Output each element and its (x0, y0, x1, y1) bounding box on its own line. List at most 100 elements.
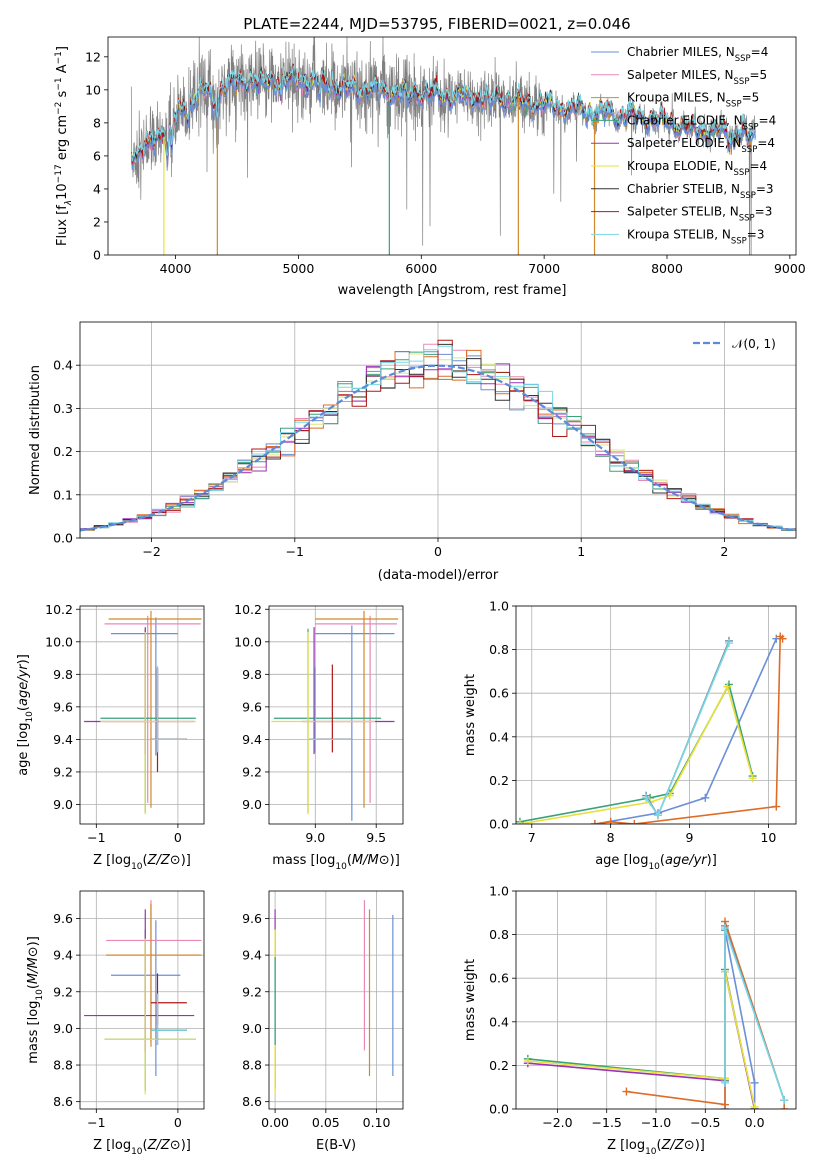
y-tick-label: 9.0 (242, 1021, 262, 1036)
x-axis-label: E(B-V) (316, 1138, 356, 1153)
y-tick-label: 8.6 (242, 1094, 262, 1109)
x-tick-label: 9000 (774, 261, 806, 276)
x-tick-label: 0 (174, 830, 182, 845)
y-tick-label: 8.6 (53, 1094, 73, 1109)
series-line-0 (594, 638, 778, 824)
plot-area (523, 917, 789, 1109)
y-tick-label: 9.8 (53, 667, 73, 682)
plot-area (130, 37, 756, 255)
y-tick-label: 9.6 (53, 911, 73, 926)
y-tick-label: 9.6 (53, 699, 73, 714)
legend-label: 𝒩(0, 1) (732, 337, 776, 351)
y-tick-label: 0.0 (53, 531, 73, 546)
y-tick-label: 10.2 (234, 602, 262, 617)
x-tick-label: 9.5 (366, 830, 386, 845)
figure-title: PLATE=2244, MJD=53795, FIBERID=0021, z=0… (243, 15, 630, 33)
y-tick-label: 10.0 (45, 634, 73, 649)
x-tick-label: −1.0 (641, 1115, 671, 1130)
plot-area (84, 900, 202, 1095)
x-tick-label: 7 (528, 830, 536, 845)
y-tick-label: 9.0 (242, 797, 262, 812)
panel-residuals: −2 −1 0 1 2 0.0 0.1 0.2 0.3 0.4 (data-model)/error… (28, 321, 797, 583)
x-tick-label: 7000 (528, 261, 560, 276)
y-tick-label: 4 (93, 181, 101, 196)
y-tick-label: 0.8 (489, 642, 509, 657)
axes-frame (515, 605, 797, 825)
panel-mass-weight-vs-age: 7 8 9 10 0.0 0.2 0.4 0.6 0.8 1.0 age [log10(age/yr… (463, 599, 797, 872)
axes-frame (515, 890, 797, 1110)
y-tick-label: 0.8 (489, 927, 509, 942)
x-tick-label: −1 (87, 1115, 105, 1130)
x-tick-label: 0.05 (312, 1115, 340, 1130)
plot-area (274, 900, 394, 1095)
y-axis-label: Flux [fλ10−17 erg cm−2 s−1 A−1] (54, 46, 74, 246)
y-tick-label: 0.2 (53, 444, 73, 459)
axes-frame (79, 321, 797, 539)
y-tick-label: 0.2 (489, 1058, 509, 1073)
y-tick-label: 9.4 (53, 948, 73, 963)
series-line-3 (519, 684, 754, 824)
y-tick-label: 6 (93, 148, 101, 163)
plot-area (80, 339, 796, 538)
x-axis-label: age [log10(age/yr)] (595, 853, 717, 872)
legend: Chabrier MILES, NSSP=4 Salpeter MILES, NS… (591, 45, 776, 246)
y-tick-label: 0.6 (489, 686, 509, 701)
y-tick-label: 9.2 (53, 764, 73, 779)
y-tick-label: 9.4 (242, 732, 262, 747)
axes-frame (79, 605, 205, 825)
series-line-4 (527, 971, 756, 1107)
x-tick-label: −2 (142, 544, 160, 559)
x-axis-label: mass [log10(M/M⊙)] (272, 853, 400, 872)
legend-label: Chabrier ELODIE, NSSP=4 (627, 113, 776, 132)
y-tick-label: 12 (85, 49, 101, 64)
y-tick-label: 9.6 (242, 911, 262, 926)
legend-label: Chabrier STELIB, NSSP=3 (627, 182, 774, 201)
y-tick-label: 0.4 (489, 1014, 509, 1029)
x-axis-label: Z [log10(Z/Z⊙)] (93, 1138, 191, 1157)
plot-area (516, 632, 787, 824)
x-axis-label: wavelength [Angstrom, rest frame] (338, 283, 567, 298)
x-tick-label: −1.5 (592, 1115, 622, 1130)
panel-mass-vs-ebv: 0.00 0.05 0.10 8.6 8.8 9.0 9.2 9.4 9.6 E(B-V) (242, 890, 404, 1153)
x-tick-label: 2 (720, 544, 728, 559)
x-tick-label: 8000 (651, 261, 683, 276)
x-tick-label: 0.0 (745, 1115, 765, 1130)
legend-label: Kroupa MILES, NSSP=5 (627, 91, 759, 110)
x-tick-label: 5000 (283, 261, 315, 276)
legend-label: Salpeter STELIB, NSSP=3 (627, 205, 772, 224)
histogram-8 (80, 345, 796, 538)
axes-frame (268, 605, 404, 825)
y-tick-label: 10.2 (45, 602, 73, 617)
y-tick-label: 9.2 (242, 984, 262, 999)
x-tick-label: 0.10 (363, 1115, 391, 1130)
x-tick-label: 4000 (160, 261, 192, 276)
y-tick-label: 0.0 (489, 817, 509, 832)
axes-frame (107, 36, 797, 256)
y-tick-label: 1.0 (489, 599, 509, 614)
legend-label: Kroupa ELODIE, NSSP=4 (627, 159, 767, 178)
series-line-3 (527, 971, 756, 1109)
normal-curve (80, 364, 796, 532)
x-tick-label: 8 (607, 830, 615, 845)
y-tick-label: 9.8 (242, 667, 262, 682)
y-axis-label: mass weight (463, 959, 478, 1041)
x-tick-label: 9 (686, 830, 694, 845)
y-tick-label: 0.2 (489, 773, 509, 788)
y-tick-label: 0.4 (53, 358, 73, 373)
x-tick-label: 0 (174, 1115, 182, 1130)
series-line-5 (645, 642, 730, 817)
x-axis-label: Z [log10(Z/Z⊙)] (93, 853, 191, 872)
y-tick-label: 9.0 (53, 1021, 73, 1036)
y-tick-label: 9.4 (53, 732, 73, 747)
series-line-1 (594, 634, 784, 824)
x-tick-label: −2.0 (542, 1115, 572, 1130)
y-tick-label: 8 (93, 115, 101, 130)
x-tick-label: 1 (577, 544, 585, 559)
legend-label: Chabrier MILES, NSSP=4 (627, 45, 768, 64)
x-tick-label: 0.00 (261, 1115, 289, 1130)
legend-label: Salpeter MILES, NSSP=5 (627, 68, 767, 87)
x-tick-label: 6000 (405, 261, 437, 276)
x-tick-label: −0.5 (690, 1115, 720, 1130)
panel-age-vs-mass: 9.0 9.5 9.0 9.2 9.4 9.6 9.8 10.0 10.2 mass [log10… (234, 602, 404, 872)
